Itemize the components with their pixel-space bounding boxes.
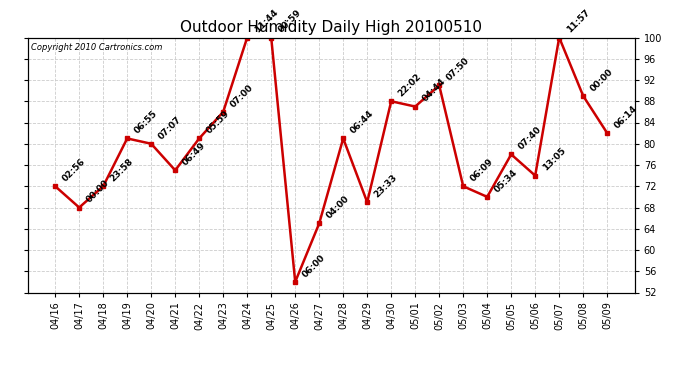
Text: 07:40: 07:40 [517, 125, 543, 152]
Text: 22:02: 22:02 [397, 72, 423, 99]
Text: 06:44: 06:44 [348, 109, 375, 136]
Text: 07:07: 07:07 [157, 114, 184, 141]
Text: 00:59: 00:59 [277, 8, 304, 35]
Text: 07:00: 07:00 [229, 82, 255, 109]
Text: Copyright 2010 Cartronics.com: Copyright 2010 Cartronics.com [30, 43, 162, 52]
Text: 13:05: 13:05 [541, 146, 567, 173]
Text: 05:34: 05:34 [493, 168, 520, 194]
Text: 04:00: 04:00 [325, 194, 351, 220]
Text: 06:14: 06:14 [613, 104, 640, 130]
Text: 23:58: 23:58 [109, 157, 135, 183]
Text: 06:00: 06:00 [301, 253, 327, 279]
Text: 11:44: 11:44 [253, 8, 279, 35]
Text: 11:57: 11:57 [564, 8, 591, 35]
Text: 00:00: 00:00 [85, 178, 111, 205]
Text: 23:33: 23:33 [373, 173, 400, 200]
Text: 06:49: 06:49 [181, 141, 208, 168]
Title: Outdoor Humidity Daily High 20100510: Outdoor Humidity Daily High 20100510 [180, 20, 482, 35]
Text: 07:50: 07:50 [445, 56, 471, 82]
Text: 04:44: 04:44 [421, 77, 448, 104]
Text: 00:00: 00:00 [589, 67, 615, 93]
Text: 02:56: 02:56 [61, 157, 87, 183]
Text: 06:55: 06:55 [132, 109, 159, 136]
Text: 06:09: 06:09 [469, 157, 495, 183]
Text: 05:59: 05:59 [205, 109, 231, 136]
